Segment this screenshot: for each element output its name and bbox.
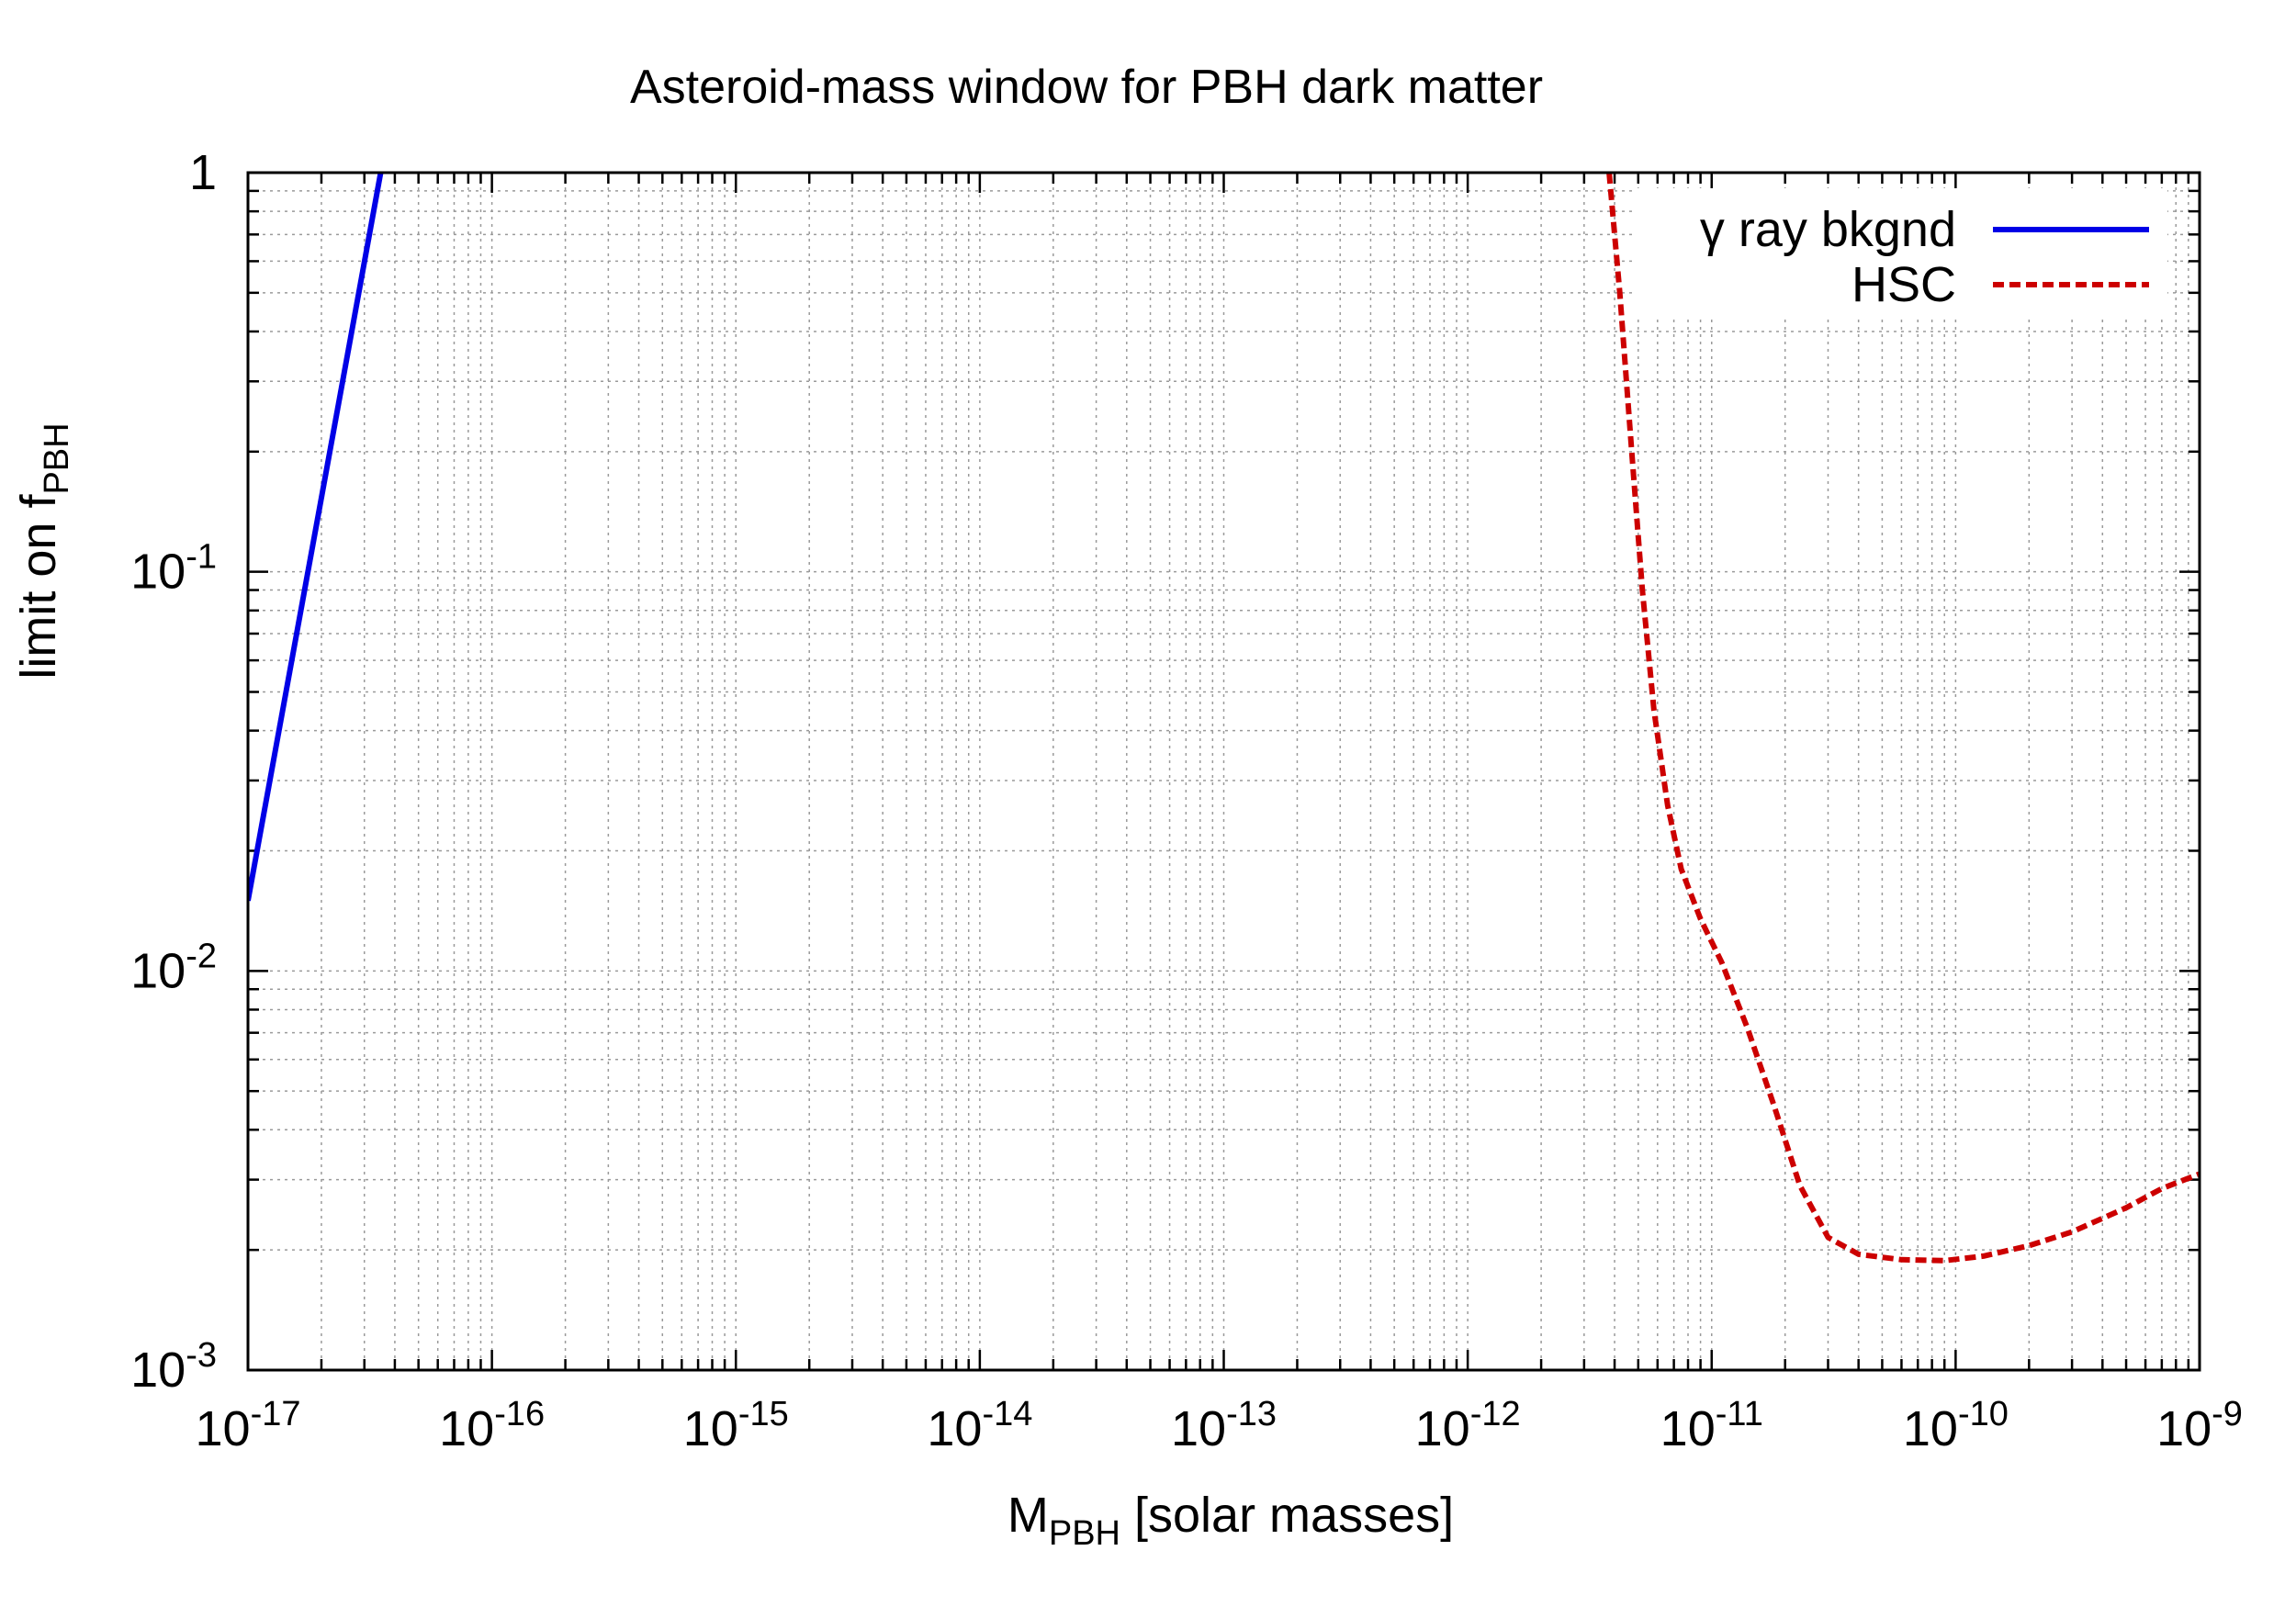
x-axis-label: MPBH [solar masses] [1007, 1488, 1454, 1553]
y-tick-label: 10-2 [130, 937, 217, 998]
x-tick-label: 10-15 [683, 1395, 789, 1456]
legend-background [1635, 188, 2167, 317]
x-tick-label: 10-9 [2156, 1395, 2243, 1456]
legend-label-hsc: HSC [1851, 257, 1956, 312]
x-tick-label: 10-14 [927, 1395, 1032, 1456]
x-tick-label: 10-16 [439, 1395, 545, 1456]
plot-frame [246, 171, 2201, 1372]
x-tick-label: 10-13 [1171, 1395, 1277, 1456]
gamma-ray-series-line [248, 173, 384, 902]
y-tick-label: 10-1 [130, 538, 217, 600]
grid-lines [248, 173, 2200, 1370]
x-tick-label: 10-12 [1415, 1395, 1521, 1456]
y-tick-label: 1 [189, 145, 217, 200]
y-tick-labels: 10-3 10-2 10-1 1 [130, 145, 217, 1398]
x-tick-label: 10-10 [1903, 1395, 2009, 1456]
series-layer [248, 173, 2200, 1264]
chart-title: Asteroid-mass window for PBH dark matter [630, 61, 1543, 114]
y-tick-label: 10-3 [130, 1336, 217, 1398]
hsc-series-line [1606, 173, 2200, 1264]
x-tick-labels: 10-17 10-16 10-15 10-14 10-13 10-12 10-11 10-10… [196, 1395, 2243, 1456]
y-axis-label: limit on fPBH [11, 422, 76, 679]
x-tick-label: 10-11 [1660, 1395, 1763, 1456]
x-tick-label: 10-17 [196, 1395, 301, 1456]
tick-marks [246, 171, 2201, 1372]
legend-label-gamma-ray: γ ray bkgnd [1700, 202, 1956, 257]
